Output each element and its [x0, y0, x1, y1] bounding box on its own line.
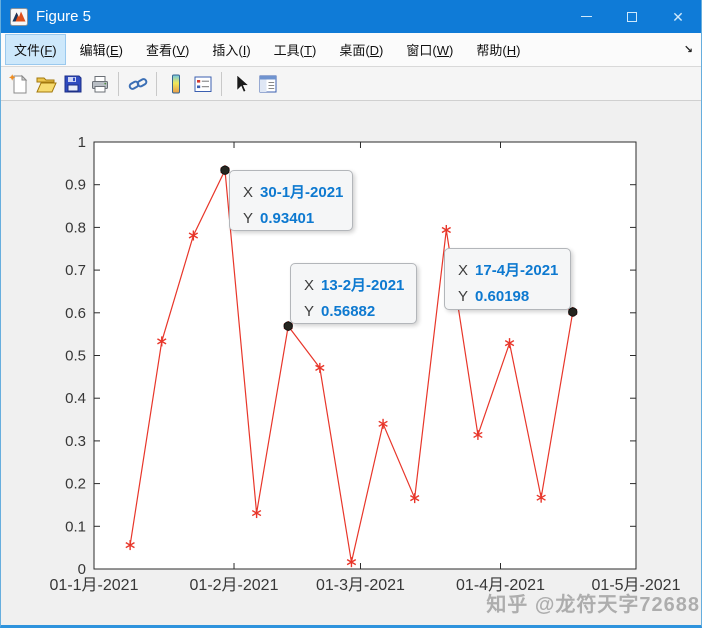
- datatip-x-label: X: [304, 277, 315, 294]
- asterisk-marker: [473, 429, 483, 440]
- asterisk-marker: [188, 230, 199, 241]
- insert-colorbar-button[interactable]: [162, 70, 189, 97]
- y-tick-label: 1: [78, 134, 86, 151]
- asterisk-marker: [441, 224, 451, 235]
- edit-plot-arrow-button[interactable]: [227, 70, 254, 97]
- insert-colorbar-icon: [171, 74, 180, 93]
- print-figure-icon: [91, 75, 108, 92]
- datatip-x-label: X: [458, 262, 469, 279]
- datatip-3[interactable]: X 17-4月-2021 Y 0.60198: [444, 248, 571, 310]
- menu-item-window[interactable]: 窗口(W): [406, 43, 454, 58]
- y-tick-label: 0.6: [65, 305, 86, 322]
- axes-border: [93, 141, 637, 570]
- property-inspector-button[interactable]: [254, 70, 281, 97]
- y-tick-label: 0.8: [65, 219, 86, 236]
- datatip-y-value: 0.60198: [475, 288, 530, 305]
- datatip-x-label: X: [243, 184, 254, 201]
- window-controls: ✕: [563, 0, 701, 33]
- toolbar-separator: [118, 71, 119, 96]
- datatip-y-label: Y: [458, 288, 469, 305]
- asterisk-marker: [315, 362, 325, 373]
- menu-item-tools[interactable]: 工具(T): [273, 43, 317, 58]
- asterisk-marker: [378, 418, 388, 429]
- y-tick-label: 0.2: [65, 476, 86, 493]
- figure-canvas: 01-1月-2021 01-2月-2021 01-3月-2021 01-4月-2021…: [1, 101, 701, 625]
- open-file-icon: [35, 77, 57, 92]
- menu-item-desktop[interactable]: 桌面(D): [339, 43, 384, 58]
- y-tick-label: 0.3: [65, 433, 86, 450]
- datatip-x-value: 13-2月-2021: [321, 277, 405, 294]
- matlab-icon: [10, 7, 28, 26]
- new-figure-icon: [8, 73, 27, 93]
- new-figure-button[interactable]: [5, 70, 32, 97]
- x-tick-label: 01-2月-2021: [190, 577, 279, 594]
- link-plot-icon: [128, 77, 147, 90]
- titlebar[interactable]: Figure 5 ✕: [1, 0, 701, 33]
- toolbar: [1, 67, 701, 101]
- menu-item-file[interactable]: 文件(F): [5, 34, 66, 65]
- minimize-button[interactable]: [563, 0, 609, 33]
- x-tick-label: 01-3月-2021: [316, 577, 405, 594]
- plot-svg: 01-1月-2021 01-2月-2021 01-3月-2021 01-4月-2021…: [50, 134, 681, 594]
- watermark: 知乎 @龙符天字72688: [486, 594, 700, 616]
- plot-background: [94, 142, 636, 569]
- edit-plot-arrow-icon: [236, 73, 249, 92]
- dock-arrow-icon[interactable]: ↘: [683, 44, 693, 56]
- maximize-icon: [627, 11, 637, 22]
- menu-item-view[interactable]: 查看(V): [146, 43, 190, 58]
- asterisk-marker: [410, 493, 420, 504]
- toolbar-separator: [221, 71, 222, 96]
- maximize-button[interactable]: [609, 0, 655, 33]
- menu-item-edit[interactable]: 编辑(E): [79, 43, 123, 58]
- link-plot-button[interactable]: [124, 70, 151, 97]
- asterisk-marker: [251, 508, 262, 519]
- asterisk-marker: [125, 540, 135, 551]
- datatip-y-value: 0.56882: [321, 303, 376, 320]
- y-tick-label: 0.5: [65, 348, 86, 365]
- x-tick-label: 01-1月-2021: [50, 577, 139, 594]
- datatip-y-label: Y: [304, 303, 315, 320]
- save-figure-icon: [64, 75, 81, 92]
- open-file-button[interactable]: [32, 70, 59, 97]
- insert-legend-button[interactable]: [189, 70, 216, 97]
- y-tick-label: 0.1: [65, 518, 86, 535]
- save-figure-button[interactable]: [59, 70, 86, 97]
- asterisk-marker: [157, 336, 167, 347]
- y-tick-label: 0.4: [65, 390, 86, 407]
- property-inspector-icon: [259, 75, 276, 92]
- minimize-icon: [580, 16, 592, 17]
- close-icon: ✕: [672, 8, 684, 25]
- print-figure-button[interactable]: [86, 70, 113, 97]
- datatip-y-label: Y: [243, 210, 254, 227]
- datatip-anchor-dot: [220, 165, 230, 175]
- close-button[interactable]: ✕: [655, 0, 701, 33]
- asterisk-marker: [504, 338, 515, 349]
- window-title: Figure 5: [36, 8, 92, 25]
- datatip-anchor-dot: [283, 321, 293, 331]
- datatip-x-value: 17-4月-2021: [475, 262, 559, 279]
- asterisk-marker: [536, 492, 546, 503]
- x-tick-label: 01-4月-2021: [456, 577, 545, 594]
- datatip-2[interactable]: X 13-2月-2021 Y 0.56882: [290, 263, 417, 324]
- x-tick-label: 01-5月-2021: [592, 577, 681, 594]
- datatip-anchor-dot: [568, 307, 578, 317]
- datatip-1[interactable]: X 30-1月-2021 Y 0.93401: [229, 170, 353, 231]
- y-tick-label: 0: [78, 561, 86, 578]
- y-tick-label: 0.9: [65, 177, 86, 194]
- datatip-y-value: 0.93401: [260, 210, 315, 227]
- asterisk-marker: [346, 557, 357, 568]
- insert-legend-icon: [194, 76, 211, 92]
- menu-item-insert[interactable]: 插入(I): [212, 43, 251, 58]
- y-tick-label: 0.7: [65, 262, 86, 279]
- datatip-x-value: 30-1月-2021: [260, 184, 344, 201]
- menu-item-help[interactable]: 帮助(H): [476, 43, 521, 58]
- toolbar-separator: [156, 71, 157, 96]
- menubar: 文件(F) 编辑(E) 查看(V) 插入(I) 工具(T) 桌面(D) 窗口(W) 帮助(H)…: [1, 33, 701, 67]
